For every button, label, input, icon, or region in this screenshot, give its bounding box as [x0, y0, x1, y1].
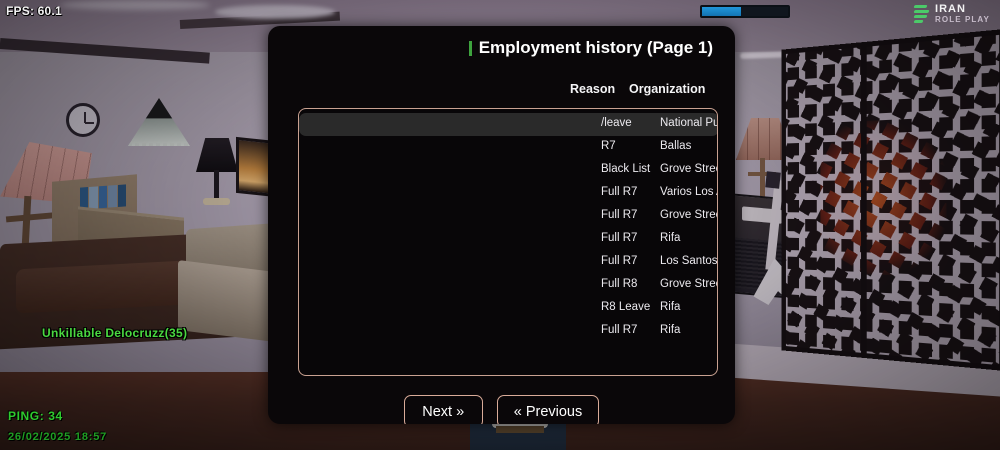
dialog-title-text: Employment history (Page 1) — [478, 38, 713, 57]
cell-organization: Grove Street — [660, 278, 717, 290]
cell-reason: Full R7 — [601, 232, 638, 244]
iran-roleplay-logo-icon — [913, 5, 930, 24]
table-row[interactable]: Full R7Rifa2025-02-24 (0 warns)2025-02-1 — [299, 320, 717, 343]
wall-clock — [66, 103, 100, 137]
cell-reason: /leave — [601, 117, 632, 129]
cell-organization: Los Santos Vagos — [660, 255, 718, 267]
dialog-title: Employment history (Page 1) — [468, 38, 713, 58]
cell-organization: Grove Street — [660, 209, 717, 221]
logo-line-2: ROLE PLAY — [935, 14, 990, 24]
status-bar — [700, 5, 790, 18]
cell-reason: R8 Leave — [601, 301, 651, 313]
cell-organization: Grove Street — [660, 163, 717, 175]
column-header-reason: Reason — [570, 82, 616, 96]
table-row[interactable]: Full R7Rifa2024-12-16 (0 warns)2024-11-2 — [299, 228, 717, 251]
table-column-headers: Reason Organization Left Date & warns Hi… — [268, 82, 735, 106]
logo-line-1: IRAN — [935, 3, 966, 15]
status-bar-fill — [702, 7, 741, 16]
server-logo: IRAN ROLE PLAY — [913, 3, 990, 24]
right-lamp-crossbar — [748, 172, 776, 176]
next-page-button[interactable]: Next » — [403, 395, 483, 424]
ping-indicator: PING: 34 — [8, 409, 63, 423]
ceiling-light — [60, 0, 210, 10]
table-lamp-stem — [214, 170, 219, 200]
ceiling-light — [215, 5, 335, 19]
table-row[interactable]: R7Ballas2024-10-07 (0 warns)2024-09-2 — [299, 136, 717, 159]
cell-reason: Full R7 — [601, 324, 638, 336]
table-lamp-base — [203, 198, 230, 205]
cell-reason: Full R7 — [601, 255, 638, 267]
cell-reason: R7 — [601, 140, 616, 152]
floor-lamp-shade — [0, 142, 92, 204]
cell-organization: Rifa — [660, 301, 681, 313]
cell-organization: Rifa — [660, 324, 681, 336]
cell-reason: Full R7 — [601, 209, 638, 221]
cell-organization: National Public Radio — [660, 117, 717, 129]
employment-history-dialog: Employment history (Page 1) Reason Organ… — [268, 26, 735, 424]
player-nametag: Unkillable Delocruzz(35) — [42, 326, 188, 340]
server-logo-text: IRAN ROLE PLAY — [935, 3, 990, 24]
pagination-controls: Next » « Previous — [268, 395, 735, 424]
column-header-organization: Organization — [629, 82, 706, 96]
fps-counter: FPS: 60.1 — [6, 4, 62, 18]
previous-page-button[interactable]: « Previous — [496, 395, 600, 424]
title-accent-bar-icon — [468, 40, 472, 56]
cell-reason: Full R8 — [601, 278, 638, 290]
cell-organization: Ballas — [660, 140, 692, 152]
cell-reason: Black List — [601, 163, 651, 175]
right-lamp-stem — [760, 158, 765, 204]
cell-reason: Full R7 — [601, 186, 638, 198]
cell-organization: Rifa — [660, 232, 681, 244]
table-row[interactable]: R8 LeaveRifa2025-02-11 (0 warns)2025-02-… — [299, 297, 717, 320]
game-datetime: 26/02/2025 18:57 — [8, 431, 108, 443]
cell-organization: Varios Los Aztecas — [660, 186, 717, 198]
